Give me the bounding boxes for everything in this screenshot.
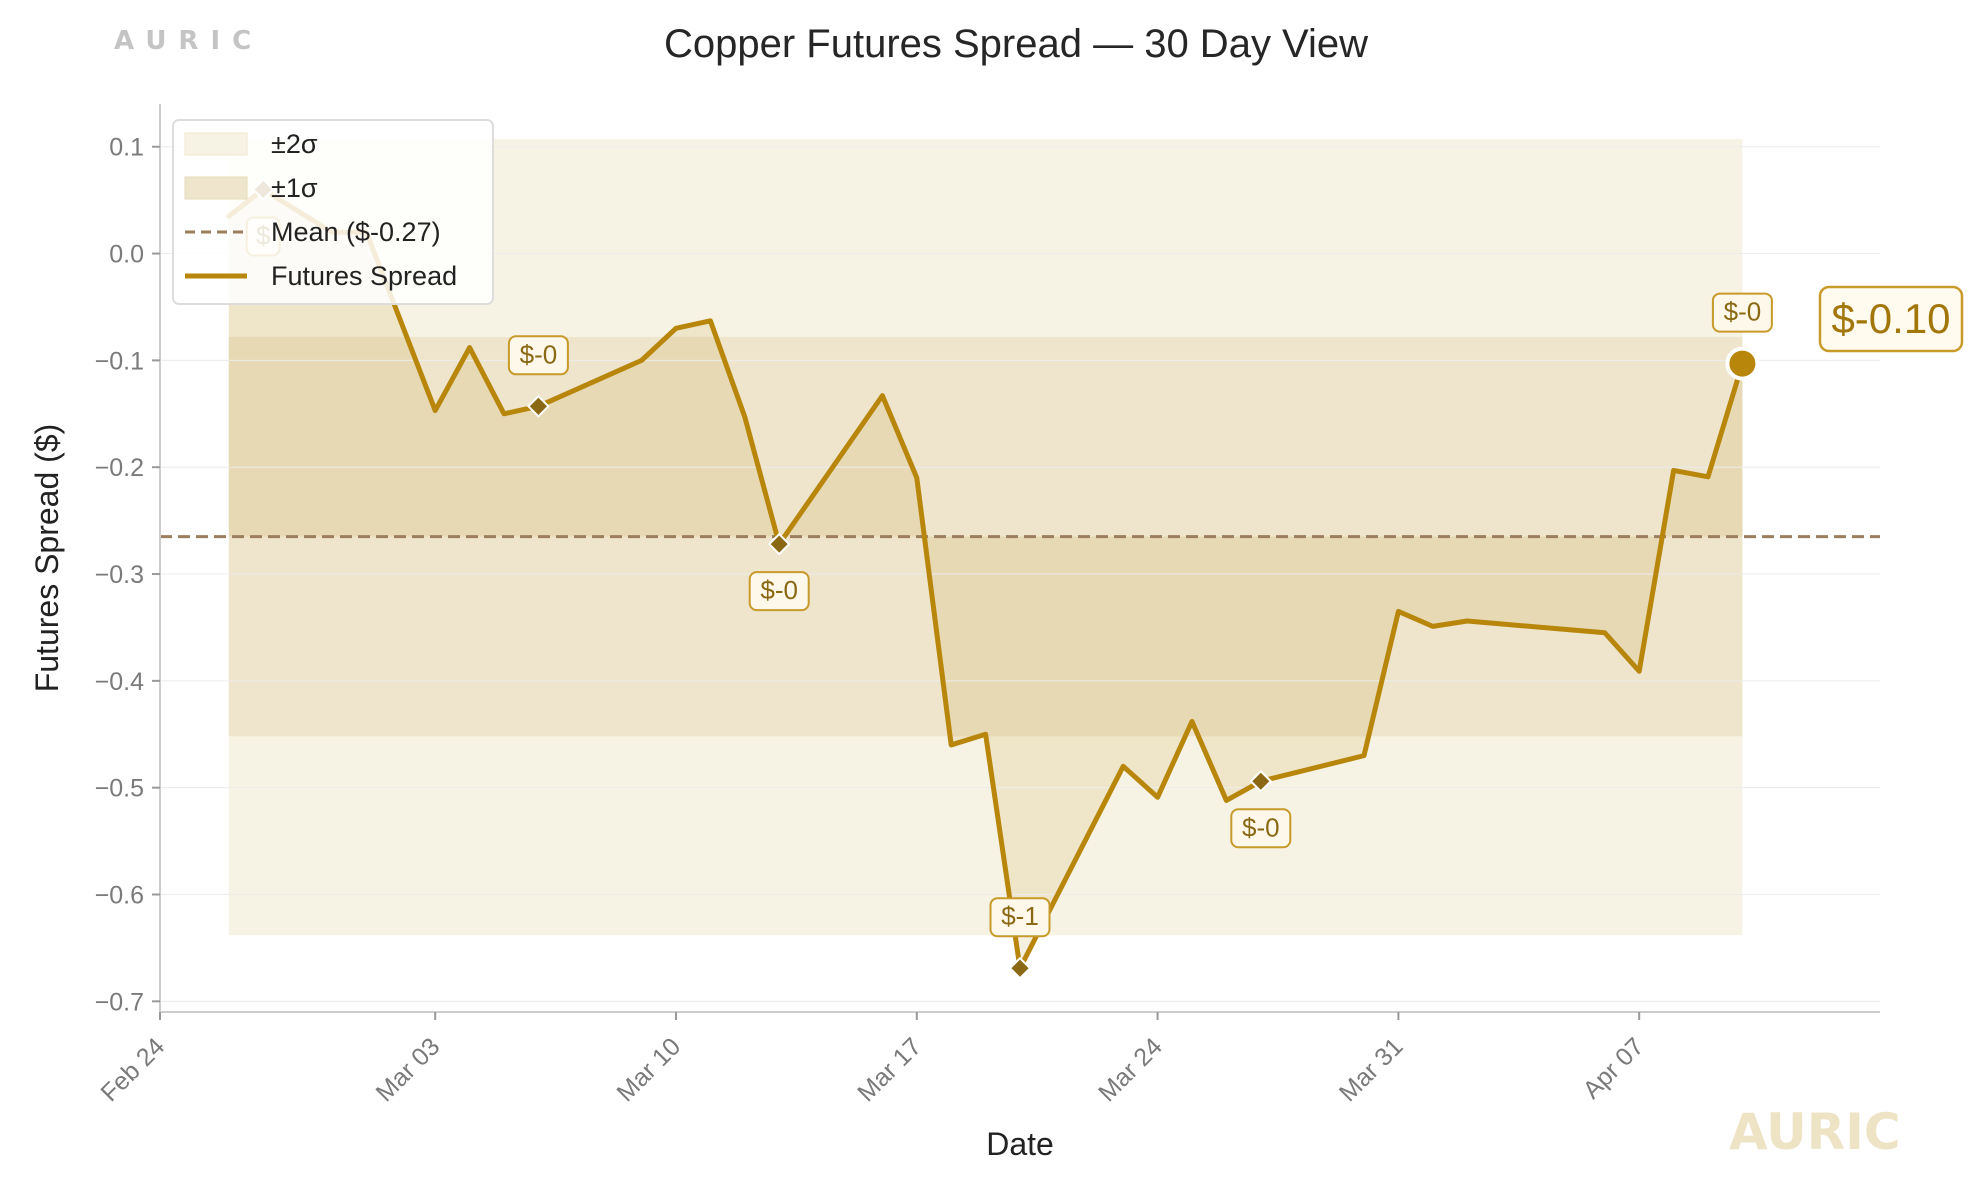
x-tick-label: Mar 17 bbox=[852, 1032, 927, 1107]
last-value-label: $-0.10 bbox=[1831, 295, 1950, 342]
data-point bbox=[502, 412, 506, 416]
marker-diamond bbox=[767, 532, 791, 556]
x-tick-label: Feb 24 bbox=[95, 1032, 170, 1107]
y-tick-label: −0.5 bbox=[95, 775, 144, 803]
marker-label-box bbox=[1711, 292, 1773, 333]
legend-label: Futures Spread bbox=[271, 261, 457, 291]
data-point bbox=[708, 319, 712, 323]
y-tick-label: −0.1 bbox=[95, 347, 144, 375]
legend-swatch-2sigma bbox=[184, 132, 248, 156]
data-point bbox=[1396, 609, 1400, 613]
y-tick-label: −0.4 bbox=[95, 668, 144, 696]
data-point bbox=[1603, 631, 1607, 635]
x-tick-label: Mar 03 bbox=[371, 1032, 446, 1107]
data-point bbox=[468, 346, 472, 350]
marker-label-box bbox=[748, 571, 810, 612]
legend-swatch-1sigma bbox=[184, 176, 248, 200]
data-point bbox=[743, 415, 747, 419]
legend-label: Mean ($-0.27) bbox=[271, 217, 441, 247]
y-tick-label: −0.6 bbox=[95, 881, 144, 909]
last-point-dot bbox=[1725, 346, 1760, 381]
data-point bbox=[949, 743, 953, 747]
x-tick-label: Mar 24 bbox=[1093, 1032, 1168, 1107]
series-fill-area bbox=[228, 189, 1743, 969]
marker-label: $-0 bbox=[760, 575, 798, 605]
data-point bbox=[984, 732, 988, 736]
x-tick-label: Mar 10 bbox=[611, 1032, 686, 1107]
brand-watermark: AURIC bbox=[1729, 1103, 1901, 1161]
marker-diamond bbox=[1249, 769, 1273, 793]
marker-label-box bbox=[507, 335, 569, 376]
data-point bbox=[433, 409, 437, 413]
data-point bbox=[1190, 719, 1194, 723]
y-tick-label: −0.7 bbox=[95, 988, 144, 1016]
y-tick-label: −0.2 bbox=[95, 454, 144, 482]
marker-diamond bbox=[526, 394, 550, 418]
y-tick-label: 0.1 bbox=[109, 134, 144, 162]
brand-logo-top: AURIC bbox=[114, 26, 264, 56]
marker-label: $-0 bbox=[520, 339, 558, 369]
marker-label: $-1 bbox=[1001, 901, 1039, 931]
y-tick-label: 0.0 bbox=[109, 241, 144, 269]
series-line-group bbox=[226, 186, 1745, 971]
y-axis-label: Futures Spread ($) bbox=[29, 424, 65, 693]
x-axis-label: Date bbox=[986, 1126, 1054, 1162]
data-point bbox=[1672, 468, 1676, 472]
marker-label-box bbox=[1230, 808, 1292, 849]
annotation-markers: $$-0$-0$-1$-0$-0$-0.10 bbox=[245, 178, 1964, 980]
legend-box bbox=[172, 119, 494, 305]
data-point bbox=[1224, 798, 1228, 802]
data-point bbox=[1156, 795, 1160, 799]
data-point bbox=[1431, 624, 1435, 628]
data-point bbox=[640, 358, 644, 362]
data-point bbox=[1706, 475, 1710, 479]
data-point bbox=[674, 326, 678, 330]
marker-diamond bbox=[1008, 956, 1032, 980]
data-point bbox=[880, 394, 884, 398]
band-1sigma bbox=[228, 336, 1743, 737]
marker-label: $-0 bbox=[1242, 812, 1280, 842]
x-tick-label: Apr 07 bbox=[1578, 1032, 1650, 1104]
marker-label: $-0 bbox=[1724, 297, 1762, 327]
data-point bbox=[1121, 764, 1125, 768]
chart-title: Copper Futures Spread — 30 Day View bbox=[663, 22, 1369, 66]
legend-label: ±1σ bbox=[271, 173, 318, 203]
series-line bbox=[226, 186, 1745, 971]
data-point bbox=[915, 476, 919, 480]
x-tick-label: Mar 31 bbox=[1334, 1032, 1409, 1107]
legend-label: ±2σ bbox=[271, 129, 318, 159]
last-value-box bbox=[1818, 285, 1964, 353]
data-point bbox=[1637, 669, 1641, 673]
marker-label-box bbox=[989, 897, 1051, 938]
data-point bbox=[1465, 619, 1469, 623]
data-point bbox=[1362, 754, 1366, 758]
legend: ±2σ ±1σ Mean ($-0.27) Futures Spread bbox=[172, 119, 494, 305]
y-tick-label: −0.3 bbox=[95, 561, 144, 589]
